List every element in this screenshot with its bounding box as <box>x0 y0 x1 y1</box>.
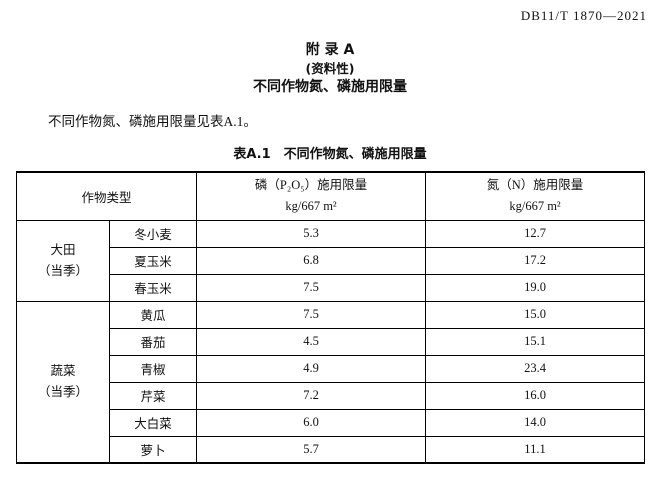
header-nitrogen: 氮（N）施用限量 kg/667 m² <box>425 171 646 221</box>
appendix-subtitle: (资料性) <box>305 61 355 76</box>
cell-phosphorus-value: 5.7 <box>196 435 427 464</box>
header-nitrogen-unit: kg/667 m² <box>509 199 561 214</box>
table-row: 春玉米 7.5 19.0 <box>17 273 646 302</box>
appendix-title: 附 录 A <box>305 42 355 58</box>
header-nitrogen-label: 氮（N）施用限量 <box>486 178 584 193</box>
category-cell-field: 大田 （当季） <box>16 219 110 302</box>
cell-phosphorus-value: 6.0 <box>196 408 427 437</box>
cell-crop: 黄瓜 <box>108 300 198 329</box>
header-phosphorus-unit: kg/667 m² <box>285 199 337 214</box>
header-phosphorus: 磷（P₂O₅）施用限量 kg/667 m² <box>196 171 427 221</box>
cell-phosphorus-value: 6.8 <box>196 246 427 275</box>
cell-nitrogen-value: 23.4 <box>425 354 646 383</box>
category-label: 蔬菜 <box>50 363 76 378</box>
cell-phosphorus-value: 4.5 <box>196 327 427 356</box>
table-row: 大白菜 6.0 14.0 <box>17 408 646 437</box>
cell-phosphorus-value: 7.5 <box>196 273 427 302</box>
cell-nitrogen-value: 11.1 <box>425 435 646 464</box>
cell-nitrogen-value: 12.7 <box>425 219 646 248</box>
category-note: （当季） <box>37 384 88 399</box>
cell-nitrogen-value: 15.0 <box>425 300 646 329</box>
cell-crop: 冬小麦 <box>108 219 198 248</box>
cell-nitrogen-value: 15.1 <box>425 327 646 356</box>
doc-number: DB11/T 1870—2021 <box>520 8 647 23</box>
cell-crop: 春玉米 <box>108 273 198 302</box>
category-cell-vegetable: 蔬菜 （当季） <box>16 300 110 464</box>
cell-crop: 大白菜 <box>108 408 198 437</box>
cell-nitrogen-value: 19.0 <box>425 273 646 302</box>
cell-crop: 芹菜 <box>108 381 198 410</box>
table-header-row: 作物类型 磷（P₂O₅）施用限量 kg/667 m² 氮（N）施用限量 kg/6… <box>15 171 646 221</box>
appendix-heading: 不同作物氮、磷施用限量 <box>253 79 407 95</box>
category-note: （当季） <box>37 263 88 278</box>
header-phosphorus-label: 磷（P₂O₅）施用限量 <box>254 178 368 193</box>
cell-nitrogen-value: 16.0 <box>425 381 646 410</box>
table-row: 萝卜 5.7 11.1 <box>17 435 646 464</box>
table-row: 芹菜 7.2 16.0 <box>17 381 646 410</box>
cell-phosphorus-value: 5.3 <box>196 219 427 248</box>
cell-phosphorus-value: 7.5 <box>196 300 427 329</box>
header-crop-type: 作物类型 <box>15 171 198 221</box>
table-row: 蔬菜 （当季） 黄瓜 7.5 15.0 <box>16 300 646 464</box>
cell-crop: 青椒 <box>108 354 198 383</box>
table-row: 夏玉米 6.8 17.2 <box>17 246 646 275</box>
intro-paragraph: 不同作物氮、磷施用限量见表A.1。 <box>48 114 257 129</box>
cell-nitrogen-value: 14.0 <box>425 408 646 437</box>
cell-crop: 夏玉米 <box>108 246 198 275</box>
table-caption: 表A.1 不同作物氮、磷施用限量 <box>233 147 427 162</box>
cell-nitrogen-value: 17.2 <box>425 246 646 275</box>
table-row: 番茄 4.5 15.1 <box>17 327 646 356</box>
limits-table: 作物类型 磷（P₂O₅）施用限量 kg/667 m² 氮（N）施用限量 kg/6… <box>15 171 646 464</box>
cell-phosphorus-value: 7.2 <box>196 381 427 410</box>
cell-phosphorus-value: 4.9 <box>196 354 427 383</box>
cell-crop: 萝卜 <box>108 435 198 464</box>
table-row: 青椒 4.9 23.4 <box>17 354 646 383</box>
table-row: 大田 （当季） 冬小麦 5.3 12.7 <box>16 219 646 302</box>
category-label: 大田 <box>50 242 76 257</box>
cell-crop: 番茄 <box>108 327 198 356</box>
